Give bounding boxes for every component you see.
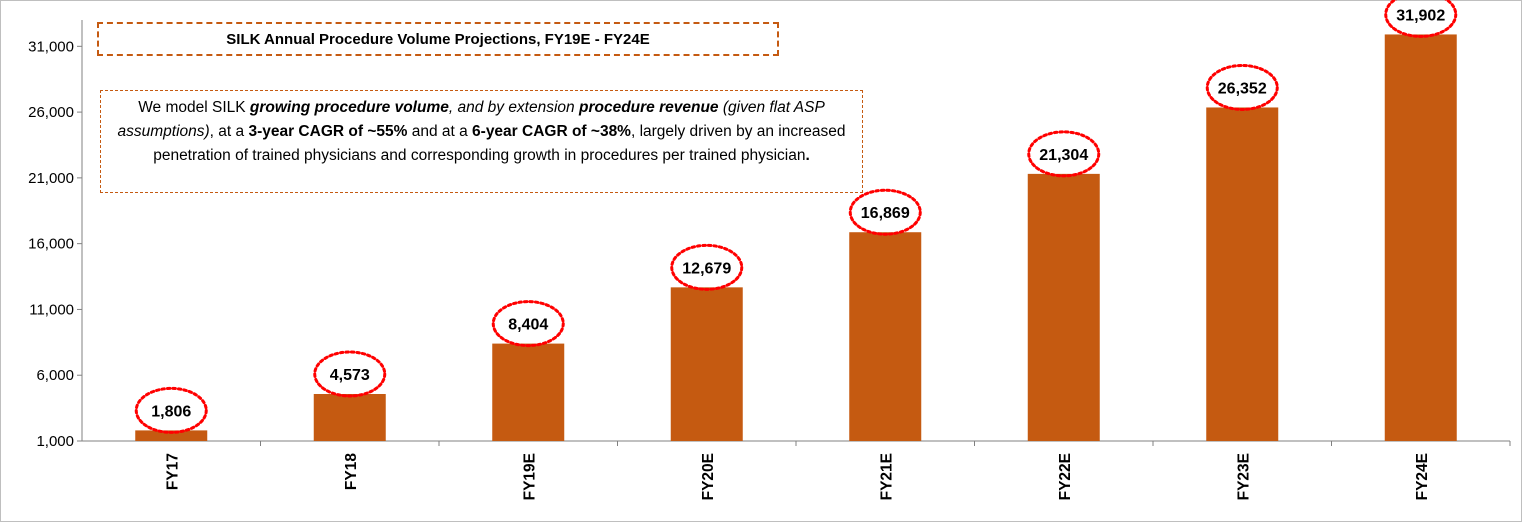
annotation-segment: , and by extension [448, 99, 579, 116]
bar-fy23e [1206, 107, 1279, 441]
annotation-box: We model SILK growing procedure volume, … [100, 90, 863, 193]
data-label: 26,352 [1218, 80, 1267, 97]
data-label-highlight [491, 300, 565, 348]
x-tick-label: FY18 [343, 453, 360, 490]
annotation-segment: (given flat ASP assumptions) [117, 99, 825, 140]
annotation-segment: and at a [407, 123, 473, 140]
y-tick-label: 6,000 [36, 367, 74, 384]
data-label: 12,679 [682, 260, 731, 277]
annotation-segment: 6-year CAGR of ~38% [472, 123, 631, 140]
data-label: 31,902 [1396, 7, 1445, 24]
data-label-highlight [848, 188, 922, 236]
data-label: 1,806 [151, 403, 191, 420]
annotation-segment: , largely driven by an increased penetra… [153, 123, 846, 164]
data-label-highlight [313, 350, 387, 398]
bar-fy17 [135, 430, 208, 441]
x-tick-label: FY23E [1235, 453, 1252, 500]
bar-fy18 [313, 393, 386, 441]
annotation-segment: growing procedure volume [249, 99, 449, 116]
y-tick-label: 26,000 [28, 104, 74, 121]
annotation-segment: . [805, 147, 810, 164]
data-label-highlight [670, 243, 744, 291]
y-tick-label: 21,000 [28, 170, 74, 187]
bar-fy22e [1027, 173, 1100, 442]
annotation-segment: procedure revenue [578, 99, 719, 116]
data-label: 21,304 [1039, 147, 1088, 164]
y-axis: 1,000 6,000 11,000 16,000 21,000 26,000 31,000 [28, 20, 83, 450]
x-tick-label: FY19E [521, 453, 538, 500]
y-tick-label: 1,000 [36, 433, 74, 450]
bar-fy20e [670, 287, 743, 441]
x-tick-label: FY21E [878, 453, 895, 500]
x-tick-label: FY22E [1057, 453, 1074, 500]
data-label-highlight [134, 386, 208, 434]
data-label-highlight [1205, 63, 1279, 111]
data-label-highlight [1027, 130, 1101, 178]
x-tick-label: FY17 [164, 453, 181, 490]
y-tick-label: 11,000 [29, 301, 74, 318]
data-label: 16,869 [861, 205, 910, 222]
bar-fy21e [849, 232, 922, 441]
annotation-segment: We model SILK [138, 99, 250, 116]
x-tick-label: FY20E [700, 453, 717, 500]
annotation-text: We model SILK growing procedure volume, … [117, 99, 845, 164]
bar-fy24e [1384, 34, 1457, 442]
bar-fy19e [492, 343, 565, 441]
data-label: 4,573 [330, 367, 370, 384]
y-tick-label: 16,000 [28, 236, 74, 253]
data-label: 8,404 [508, 317, 548, 334]
bars [135, 34, 1457, 442]
annotation-segment: 3-year CAGR of ~55% [248, 123, 408, 140]
data-label-highlight [1384, 0, 1458, 38]
x-axis: FY17 FY18 FY19E FY20E FY21E FY22E FY23E FY24E [82, 440, 1511, 500]
data-labels: 1,806 4,573 8,404 12,679 16,869 21,304 26,352 3… [134, 0, 1458, 434]
y-tick-label: 31,000 [28, 38, 74, 55]
chart-title: SILK Annual Procedure Volume Projections… [97, 22, 779, 56]
x-tick-label: FY24E [1414, 453, 1431, 500]
annotation-segment: , at a [209, 123, 249, 140]
